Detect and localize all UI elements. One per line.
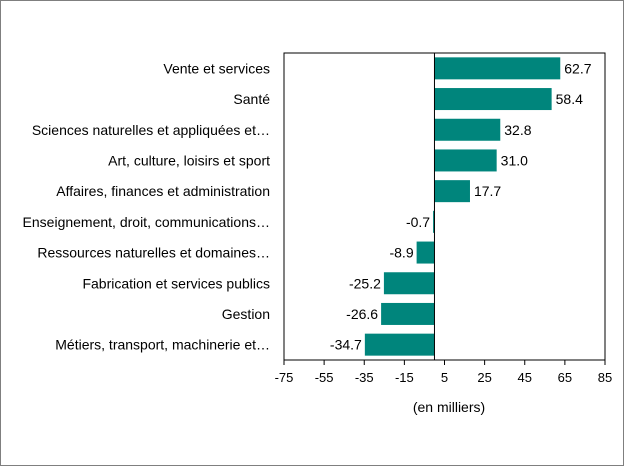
value-label: -25.2 xyxy=(349,275,381,291)
x-tick-label: 85 xyxy=(598,370,612,385)
bar xyxy=(433,210,435,233)
x-axis-title: (en milliers) xyxy=(413,399,485,415)
value-label: 31.0 xyxy=(501,152,528,168)
bar xyxy=(434,180,470,203)
category-label: Vente et services xyxy=(163,60,270,76)
bar xyxy=(383,272,435,295)
value-label: 17.7 xyxy=(474,183,501,199)
bars-layer xyxy=(364,57,561,356)
value-label: -34.7 xyxy=(330,337,362,353)
value-label: -26.6 xyxy=(346,306,378,322)
bar xyxy=(434,149,497,172)
x-tick-label: 25 xyxy=(477,370,491,385)
bar xyxy=(434,57,561,80)
value-label: 62.7 xyxy=(564,60,591,76)
category-label: Santé xyxy=(233,91,270,107)
x-tick-label: -35 xyxy=(355,370,374,385)
bar xyxy=(416,241,435,264)
value-label: -0.7 xyxy=(406,214,430,230)
category-label: Sciences naturelles et appliquées et… xyxy=(32,122,270,138)
x-axis-ticks: -75 -55 -35 -15 5 25 45 65 85 xyxy=(275,360,612,385)
bar xyxy=(381,302,435,325)
value-labels: 62.7 58.4 32.8 31.017.7 -0.7 -8.9 -25.2 -26.6 -3… xyxy=(330,60,592,352)
x-tick-label: 65 xyxy=(558,370,572,385)
bar xyxy=(434,88,552,111)
category-label: Enseignement, droit, communications… xyxy=(23,214,270,230)
value-label: 32.8 xyxy=(504,122,531,138)
x-tick-label: 45 xyxy=(518,370,532,385)
category-label: Gestion xyxy=(222,306,270,322)
bar xyxy=(364,333,435,356)
category-label: Fabrication et services publics xyxy=(82,275,270,291)
x-tick-label: -55 xyxy=(315,370,334,385)
category-labels: Vente et services Santé Sciences naturelle… xyxy=(23,60,271,352)
category-label: Affaires, finances et administration xyxy=(56,183,270,199)
category-label: Métiers, transport, machinerie et… xyxy=(55,337,270,353)
x-tick-label: -15 xyxy=(395,370,414,385)
bar xyxy=(434,118,501,141)
x-tick-label: 5 xyxy=(441,370,448,385)
value-label: 58.4 xyxy=(556,91,583,107)
category-label: Ressources naturelles et domaines… xyxy=(37,245,270,261)
value-label: -8.9 xyxy=(389,245,413,261)
category-label: Art, culture, loisirs et sport xyxy=(108,152,270,168)
x-tick-label: -75 xyxy=(275,370,294,385)
